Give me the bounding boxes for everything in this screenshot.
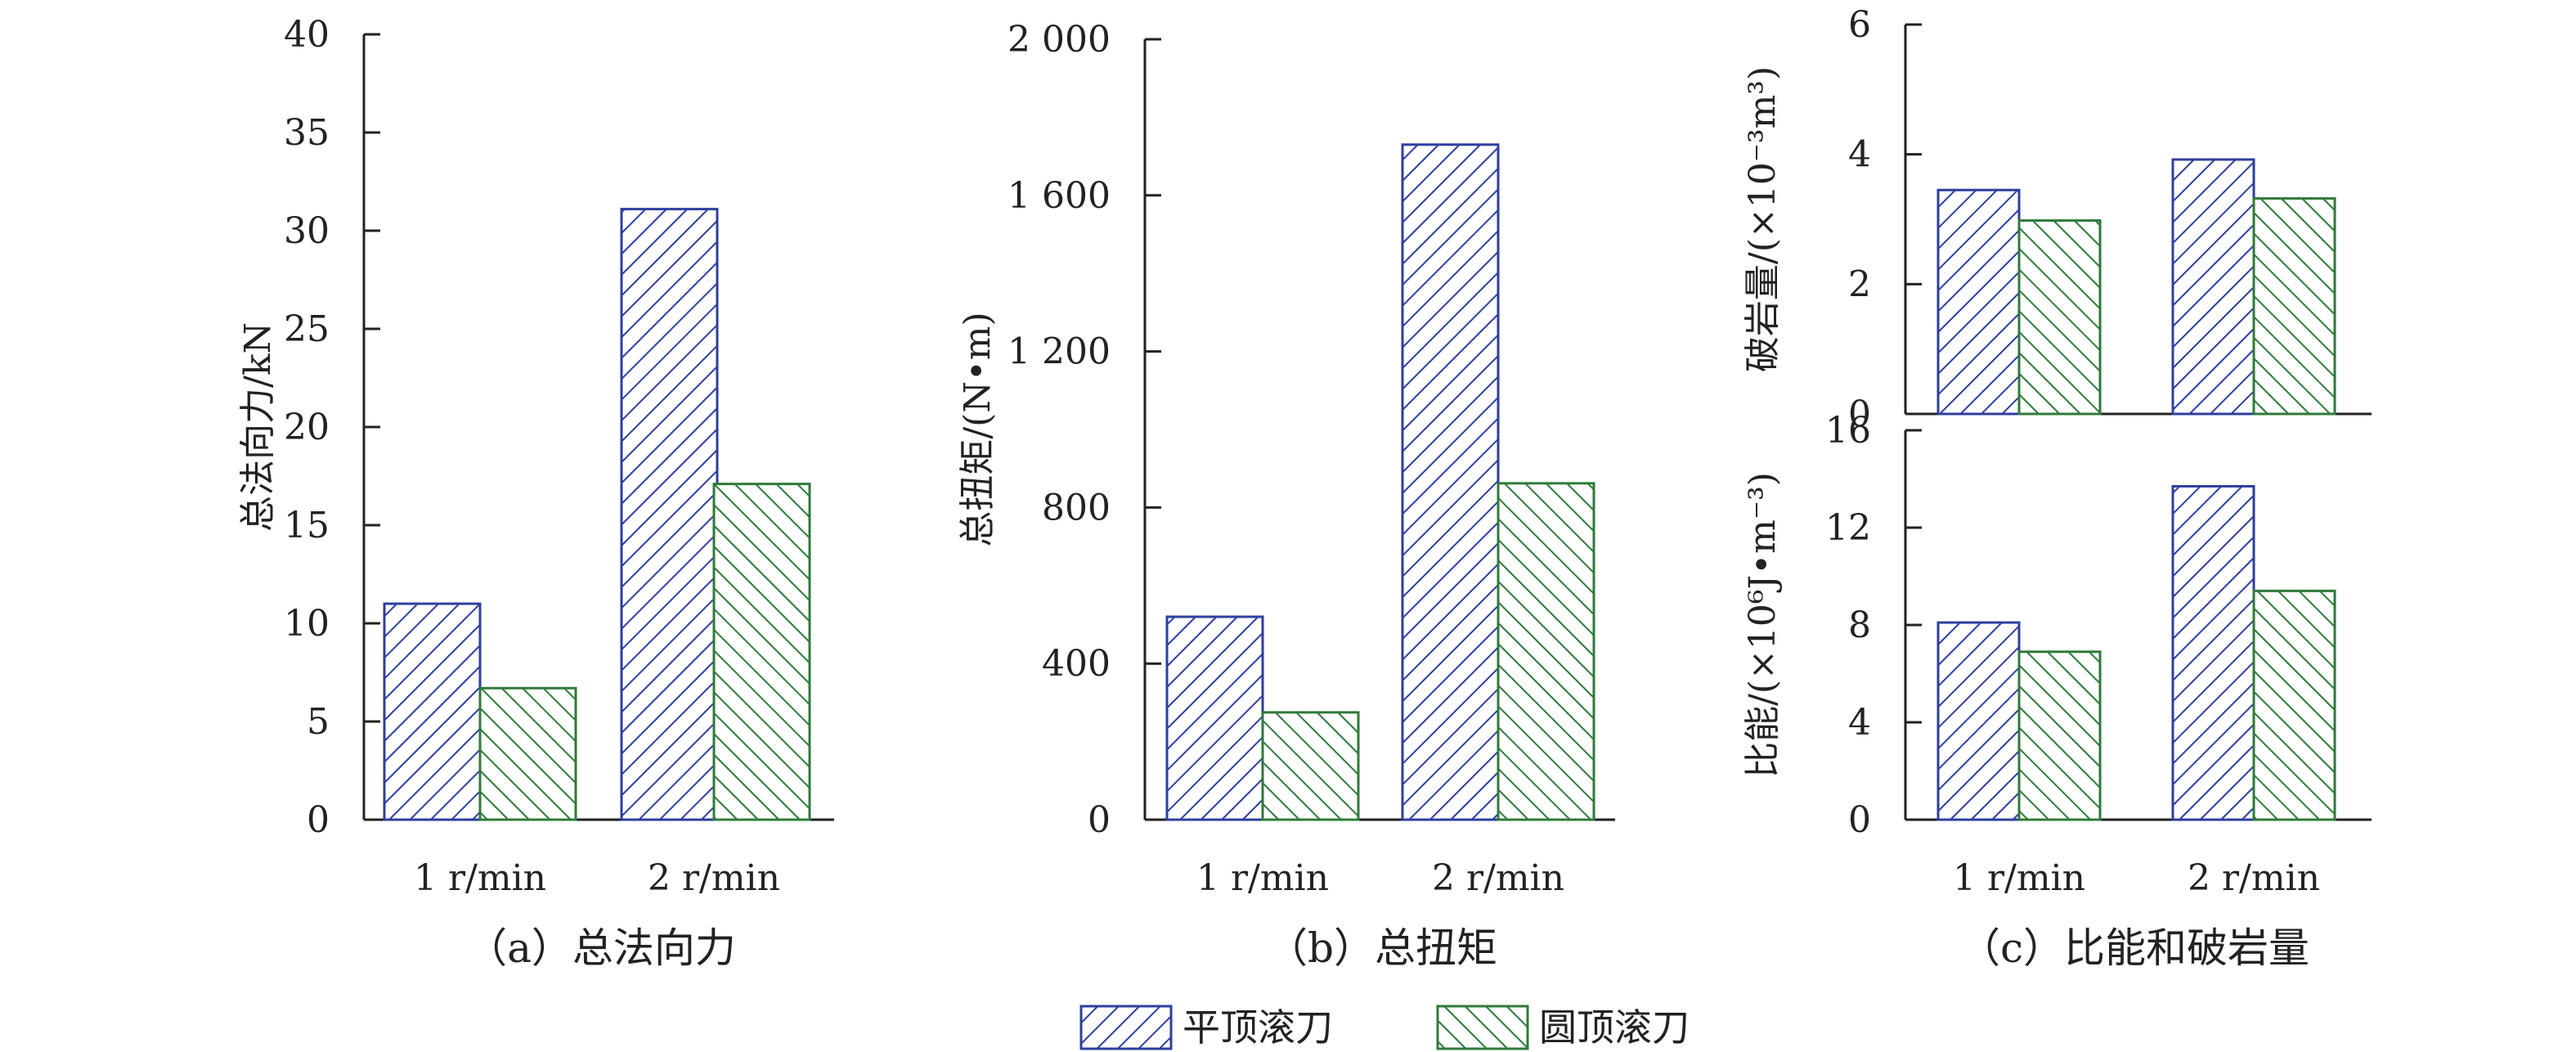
bar-flat-top-cutter (620, 208, 719, 821)
y-tick-label: 800 (1042, 487, 1111, 528)
panel-c-specific-energy: 0 4 8 12 16 比能/(×10⁶J•m⁻³) 1 r/min 2 r/min (1742, 410, 2372, 899)
y-tick-label: 40 (284, 14, 330, 56)
x-category-label: 2 r/min (1432, 857, 1564, 899)
panel-b-total-torque: 0 400 800 1 200 1 600 2 000 总扭矩/(N•m) 1 r/min 2 … (957, 19, 1615, 899)
panel-c-caption: （c）比能和破岩量 (1959, 924, 2309, 972)
y-tick-label: 30 (284, 210, 330, 252)
y-tick-label: 4 (1848, 702, 1871, 744)
y-tick-label: 0 (1848, 799, 1871, 841)
y-tick-label: 1 600 (1008, 175, 1111, 217)
y-axis-title: 总法向力/kN (237, 322, 279, 532)
y-tick-label: 5 (307, 701, 330, 743)
x-category-label: 2 r/min (648, 857, 780, 899)
legend-swatch-flat-top-cutter (1079, 1005, 1173, 1050)
y-tick-label: 8 (1848, 605, 1871, 646)
bar-flat-top-cutter (2171, 484, 2255, 821)
bar-round-top-cutter (2017, 650, 2102, 821)
bar-flat-top-cutter (2171, 158, 2255, 416)
y-tick-label: 0 (1848, 393, 1871, 435)
y-tick-label: 16 (1825, 410, 1871, 452)
legend-label-flat-top-cutter: 平顶滚刀 (1183, 1005, 1333, 1050)
y-tick-label: 0 (307, 799, 330, 841)
y-axis-title: 比能/(×10⁶J•m⁻³) (1742, 472, 1784, 778)
x-category-label: 1 r/min (1953, 857, 2085, 899)
y-tick-label: 2 (1848, 263, 1871, 305)
bar-round-top-cutter (712, 483, 811, 821)
legend-swatch-round-top-cutter (1436, 1005, 1529, 1050)
panel-b-caption: （b）总扭矩 (1267, 924, 1497, 972)
y-tick-label: 25 (284, 308, 330, 350)
y-tick-label: 10 (284, 603, 330, 645)
bar-round-top-cutter (2252, 589, 2336, 821)
panel-c-rock-breaking-volume: 0 2 4 6 破岩量/(×10⁻³m³) (1742, 4, 2372, 435)
y-tick-label: 4 (1848, 134, 1871, 176)
bar-flat-top-cutter (1936, 621, 2021, 821)
y-tick-label: 400 (1042, 643, 1111, 685)
x-category-label: 1 r/min (414, 857, 546, 899)
bar-flat-top-cutter (1165, 615, 1264, 821)
y-tick-label: 15 (284, 505, 330, 546)
bar-round-top-cutter (1497, 482, 1595, 821)
bar-flat-top-cutter (1401, 143, 1500, 821)
bar-round-top-cutter (2252, 197, 2336, 416)
bar-flat-top-cutter (383, 602, 482, 821)
y-tick-label: 0 (1088, 799, 1111, 841)
panel-a-total-normal-force: 0 5 10 15 20 25 30 35 40 总法向力/kN 1 r/min 2 r/min (237, 14, 834, 899)
bar-flat-top-cutter (1936, 188, 2021, 416)
bar-round-top-cutter (1261, 711, 1360, 821)
y-tick-label: 12 (1825, 507, 1871, 549)
x-category-label: 1 r/min (1196, 857, 1329, 899)
y-tick-label: 2 000 (1008, 19, 1111, 61)
bar-round-top-cutter (478, 686, 577, 821)
panel-a-caption: （a）总法向力 (466, 924, 736, 972)
legend-label-round-top-cutter: 圆顶滚刀 (1539, 1005, 1690, 1050)
y-axis-title: 总扭矩/(N•m) (957, 312, 999, 546)
y-tick-label: 6 (1848, 4, 1871, 46)
y-tick-label: 1 200 (1008, 331, 1111, 373)
legend: 平顶滚刀 圆顶滚刀 (1079, 1005, 1690, 1050)
x-category-label: 2 r/min (2188, 857, 2320, 899)
y-tick-label: 35 (284, 112, 330, 154)
bar-round-top-cutter (2017, 219, 2102, 416)
y-tick-label: 20 (284, 407, 330, 448)
y-axis-title: 破岩量/(×10⁻³m³) (1742, 66, 1784, 372)
